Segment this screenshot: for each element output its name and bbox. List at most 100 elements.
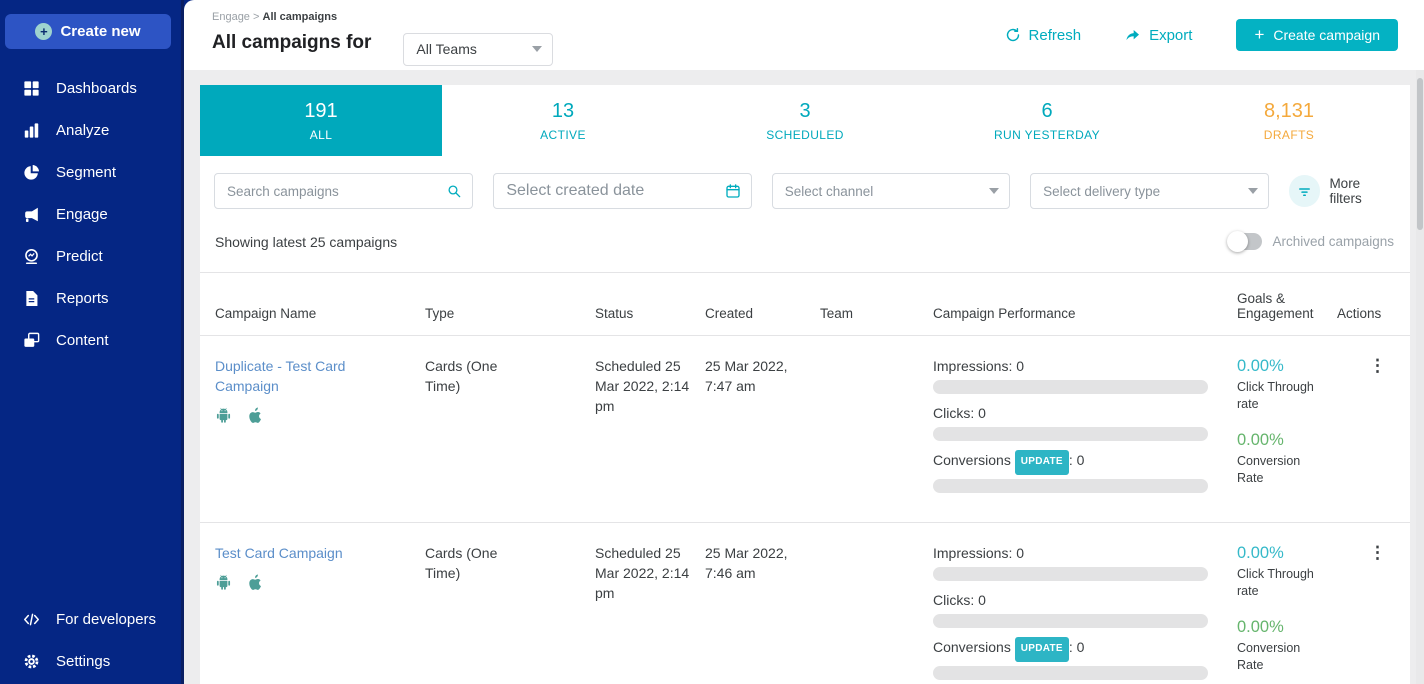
sidebar-footer: For developers Settings (0, 598, 181, 684)
chevron-down-icon (532, 46, 543, 52)
calendar-icon (725, 183, 741, 199)
tab-active[interactable]: 13 ACTIVE (442, 85, 684, 156)
conversions-value: : 0 (1068, 452, 1085, 468)
main-area: Engage > All campaigns All campaigns for… (184, 0, 1424, 684)
create-new-button[interactable]: + Create new (5, 14, 171, 49)
breadcrumb-current: All campaigns (262, 10, 338, 23)
more-filters-label: More filters (1329, 176, 1362, 206)
col-campaign-name: Campaign Name (215, 306, 317, 321)
refresh-icon (1005, 27, 1021, 43)
clicks-label: Clicks: 0 (933, 405, 986, 421)
filters-row: Select created date Select channel Selec… (200, 156, 1410, 223)
delivery-type-filter-select[interactable]: Select delivery type (1030, 173, 1269, 209)
archived-campaigns-control: Archived campaigns (1227, 231, 1394, 252)
row-actions-menu[interactable]: ⋮ (1369, 543, 1386, 562)
breadcrumb: Engage > All campaigns (212, 11, 553, 23)
team-filter-select[interactable]: All Teams (403, 32, 554, 66)
created-date-filter[interactable]: Select created date (493, 173, 752, 209)
campaign-performance: Impressions: 0 Clicks: 0 Conversions UPD… (933, 356, 1237, 504)
conversion-rate-value: 0.00% (1237, 618, 1284, 636)
export-icon (1125, 27, 1141, 43)
impressions-bar (933, 380, 1208, 394)
update-badge[interactable]: UPDATE (1014, 450, 1069, 475)
chevron-down-icon (1247, 188, 1258, 194)
code-icon (21, 609, 41, 629)
search-icon[interactable] (446, 183, 462, 199)
sidebar-item-label: Analyze (56, 121, 110, 139)
chevron-down-icon (989, 188, 1000, 194)
refresh-label: Refresh (1028, 26, 1082, 44)
showing-text: Showing latest 25 campaigns (215, 233, 398, 250)
ctr-label: Click Through rate (1237, 567, 1314, 598)
archived-toggle[interactable] (1227, 231, 1263, 252)
conversions-bar (933, 666, 1208, 680)
sidebar-item-reports[interactable]: Reports (0, 277, 181, 319)
apple-icon (247, 574, 264, 596)
sidebar-item-for-developers[interactable]: For developers (0, 598, 181, 640)
sidebar-item-label: Segment (56, 163, 117, 181)
update-badge[interactable]: UPDATE (1014, 637, 1069, 662)
campaign-team (820, 543, 933, 684)
col-type: Type (425, 306, 455, 321)
tab-count: 3 (799, 99, 811, 122)
clicks-bar (933, 427, 1208, 441)
sidebar-item-label: For developers (56, 610, 157, 628)
breadcrumb-parent[interactable]: Engage (212, 10, 250, 23)
campaign-name-link[interactable]: Duplicate - Test Card Campaign (215, 358, 346, 394)
sidebar-item-engage[interactable]: Engage (0, 193, 181, 235)
campaign-performance: Impressions: 0 Clicks: 0 Conversions UPD… (933, 543, 1237, 684)
engage-icon (21, 204, 41, 224)
create-new-label: Create new (60, 23, 141, 40)
sidebar-item-predict[interactable]: Predict (0, 235, 181, 277)
tab-label: DRAFTS (1263, 127, 1315, 142)
toggle-knob[interactable] (1227, 231, 1249, 252)
plus-circle-icon: + (35, 23, 53, 40)
create-campaign-button[interactable]: + Create campaign (1236, 19, 1398, 51)
search-input[interactable] (227, 183, 447, 199)
conversions-label: Conversions (933, 639, 1011, 655)
tab-label: ALL (309, 127, 333, 142)
tab-scheduled[interactable]: 3 SCHEDULED (684, 85, 926, 156)
archived-label: Archived campaigns (1272, 234, 1394, 249)
sidebar: + Create new Dashboards Analyze Segme (0, 0, 184, 684)
campaign-status: Scheduled 25 Mar 2022, 2:14 pm (595, 545, 690, 601)
goals-engagement: 0.00% Click Through rate 0.00% Conversio… (1237, 356, 1337, 504)
conversion-rate-value: 0.00% (1237, 431, 1284, 449)
create-campaign-label: Create campaign (1273, 27, 1380, 43)
tab-run-yesterday[interactable]: 6 RUN YESTERDAY (926, 85, 1168, 156)
more-filters-button[interactable]: More filters (1288, 175, 1396, 207)
sidebar-nav: Dashboards Analyze Segment Engage (0, 67, 181, 361)
refresh-button[interactable]: Refresh (1005, 26, 1082, 44)
plus-icon: + (1254, 25, 1265, 44)
sidebar-item-label: Engage (56, 205, 108, 223)
col-status: Status (595, 306, 634, 321)
tab-count: 8,131 (1263, 99, 1315, 122)
breadcrumb-separator: > (253, 10, 260, 23)
topbar: Engage > All campaigns All campaigns for… (184, 0, 1424, 70)
sidebar-item-segment[interactable]: Segment (0, 151, 181, 193)
sidebar-item-analyze[interactable]: Analyze (0, 109, 181, 151)
scrollbar-thumb[interactable] (1417, 78, 1423, 230)
export-button[interactable]: Export (1125, 27, 1192, 44)
channel-placeholder: Select channel (784, 183, 874, 199)
sidebar-item-dashboards[interactable]: Dashboards (0, 67, 181, 109)
delivery-placeholder: Select delivery type (1043, 183, 1161, 199)
android-icon (215, 574, 232, 596)
tab-count: 13 (551, 99, 575, 122)
row-actions-menu[interactable]: ⋮ (1369, 356, 1386, 375)
export-label: Export (1149, 26, 1193, 44)
sidebar-item-label: Dashboards (56, 79, 137, 97)
clicks-bar (933, 614, 1208, 628)
sidebar-item-settings[interactable]: Settings (0, 640, 181, 682)
campaign-name-link[interactable]: Test Card Campaign (215, 545, 343, 561)
tab-all[interactable]: 191 ALL (200, 85, 442, 156)
sidebar-item-content[interactable]: Content (0, 319, 181, 361)
vertical-scrollbar[interactable] (1416, 70, 1424, 684)
table-row: Test Card Campaign Cards (One Time) Sche… (200, 523, 1410, 684)
tab-drafts[interactable]: 8,131 DRAFTS (1168, 85, 1410, 156)
ctr-value: 0.00% (1237, 357, 1284, 375)
channel-filter-select[interactable]: Select channel (771, 173, 1011, 209)
ctr-label: Click Through rate (1237, 380, 1314, 411)
conversion-rate-label: Conversion Rate (1237, 641, 1301, 672)
